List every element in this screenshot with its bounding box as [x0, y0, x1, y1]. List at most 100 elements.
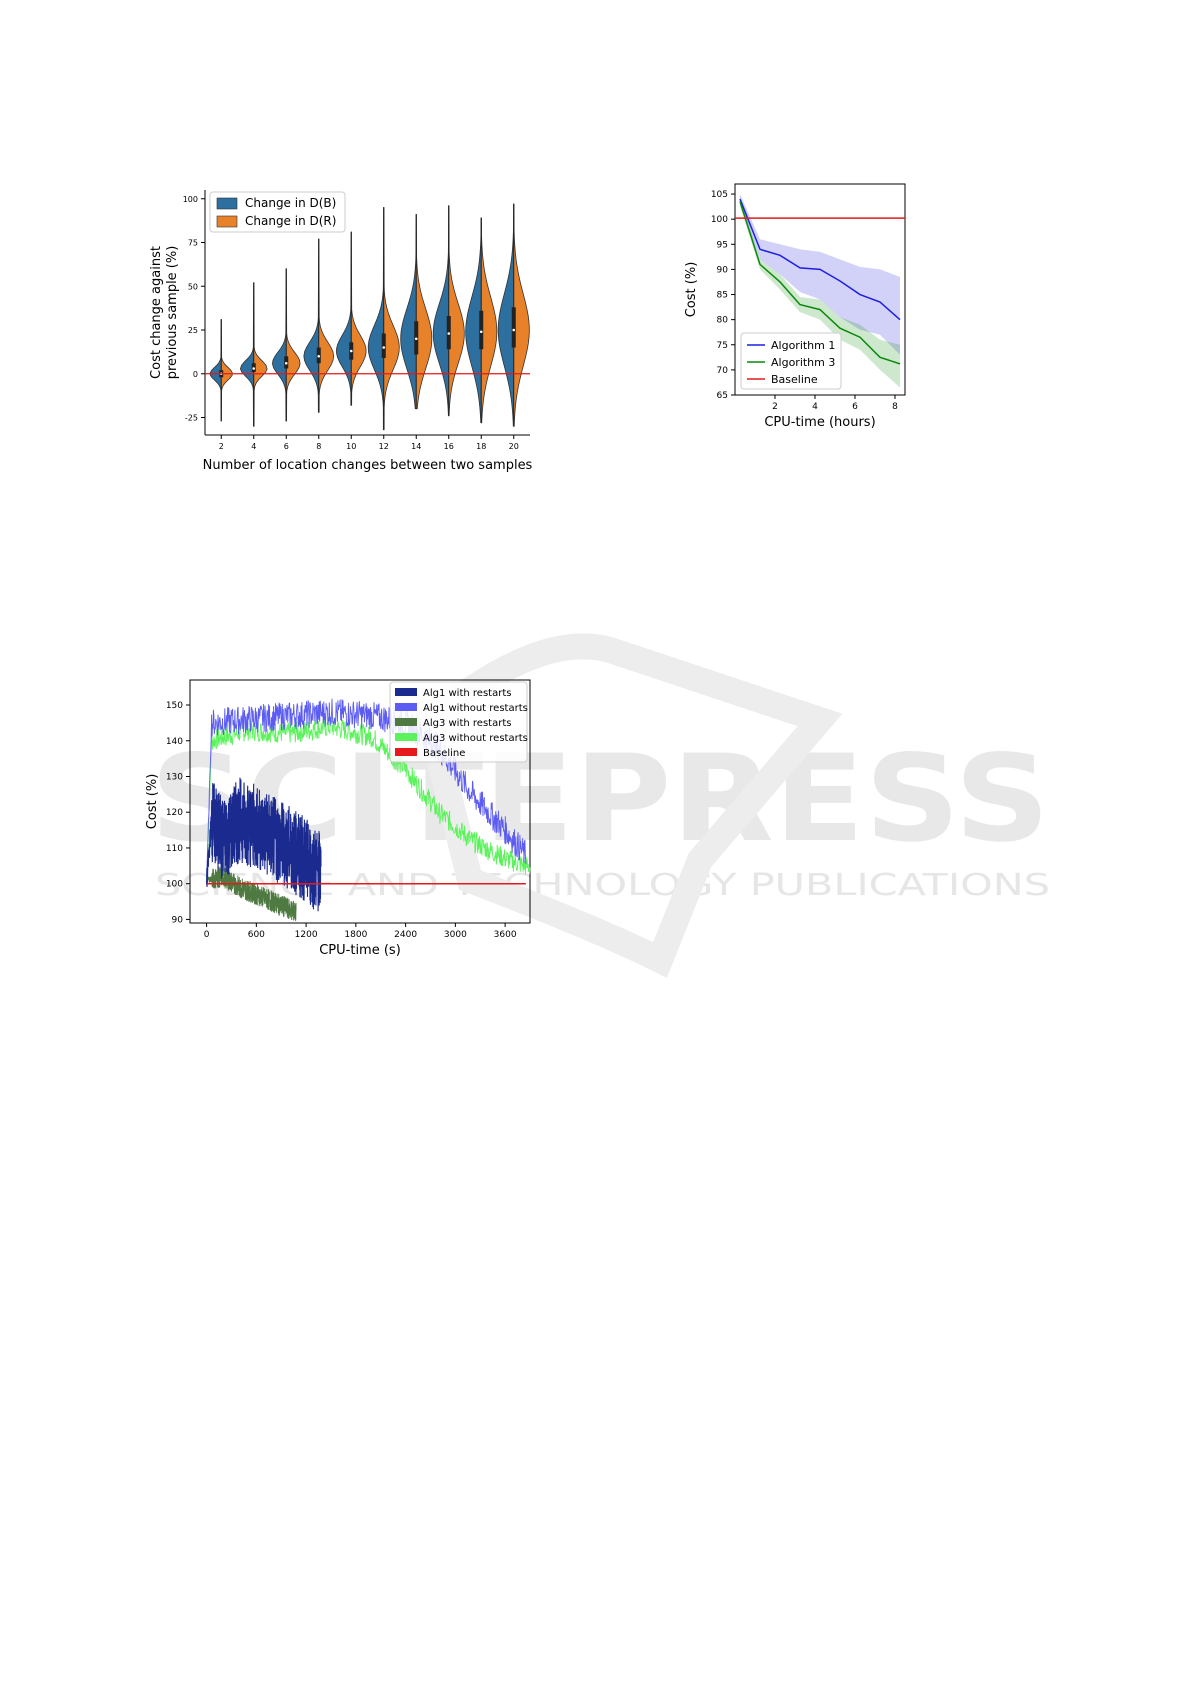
violin-y-label-line2: previous sample (%) — [165, 246, 180, 380]
hours-x-label: CPU-time (hours) — [764, 415, 875, 430]
violin-x-tick-label: 6 — [284, 442, 289, 451]
hours-y-tick-label: 90 — [717, 265, 729, 275]
seconds-y-label: Cost (%) — [145, 774, 160, 830]
seconds-legend-swatch — [395, 718, 417, 726]
seconds-y-tick-label: 130 — [166, 772, 183, 782]
hours-x-tick-label: 2 — [772, 402, 778, 412]
seconds-x-tick-label: 2400 — [394, 930, 417, 940]
cpu-seconds-chart: 90 100 110 120 130 140 150 0 600 1200 1800 2400 3000… — [140, 670, 580, 990]
seconds-legend-label: Baseline — [423, 748, 465, 759]
hours-legend-frame — [740, 332, 842, 390]
cpu-hours-chart-svg: 65 70 75 80 85 90 95 100 105 2 4 6 8 CPU-time (hours)… — [684, 183, 906, 430]
violin-x-tick-label: 20 — [509, 442, 519, 451]
violin-half-dr — [415, 214, 433, 410]
hours-line-0 — [739, 198, 901, 321]
seconds-legend-label: Alg1 with restarts — [423, 688, 511, 699]
seconds-legend-label: Alg3 without restarts — [423, 733, 528, 744]
violin-legend-label: Change in D(B) — [245, 196, 336, 210]
violin-half-db — [239, 282, 255, 427]
violin-half-dr — [513, 203, 530, 427]
violin-half-db — [336, 231, 352, 406]
hours-y-tick-label: 75 — [717, 341, 728, 351]
seconds-x-tick-label: 1800 — [344, 930, 367, 940]
seconds-plot-frame — [189, 679, 531, 924]
hours-y-tick-label: 80 — [717, 316, 729, 326]
seconds-x-tick-label: 0 — [204, 930, 210, 940]
hours-x-tick-label: 4 — [812, 402, 818, 412]
violin-half-db — [400, 214, 417, 410]
violin-x-tick-label: 2 — [219, 442, 224, 451]
violin-y-tick-label: 50 — [188, 282, 198, 291]
hours-y-tick-label: 70 — [717, 366, 729, 376]
violin-x-tick-label: 10 — [346, 442, 356, 451]
hours-band-1 — [740, 196, 900, 388]
violin-legend-frame — [209, 191, 346, 233]
violin-chart-svg: -25 0 25 50 75 100 2 4 6 8 10 12 14 16 18 20 Number of l… — [149, 190, 533, 473]
hours-legend-label: Baseline — [771, 373, 818, 386]
hours-legend: Algorithm 1 Algorithm 3 Baseline — [740, 332, 842, 390]
hours-band-0 — [740, 194, 900, 355]
violin-half-db — [367, 207, 385, 431]
seconds-line-3 — [206, 716, 531, 884]
violin-median-dot — [317, 354, 321, 358]
violin-x-tick-label: 16 — [444, 442, 454, 451]
violin-half-dr — [383, 207, 400, 431]
violin-chart: -25 0 25 50 75 100 2 4 6 8 10 12 14 16 18 20 Number of l… — [140, 180, 580, 500]
violin-legend: Change in D(B) Change in D(R) — [209, 191, 346, 233]
seconds-x-tick-label: 600 — [248, 930, 265, 940]
violin-half-db — [272, 268, 287, 422]
violin-median-dot — [512, 328, 516, 332]
seconds-x-tick-label: 3000 — [444, 930, 467, 940]
hours-legend-label: Algorithm 3 — [771, 356, 835, 369]
seconds-y-tick-label: 100 — [166, 880, 183, 890]
violin-half-db — [432, 205, 450, 417]
violin-half-dr — [285, 268, 301, 422]
violin-y-tick-label: 0 — [193, 370, 198, 379]
violin-y-tick-label: -25 — [185, 414, 198, 423]
seconds-y-tick-label: 90 — [172, 915, 184, 925]
violin-y-tick-label: 25 — [188, 326, 198, 335]
cpu-seconds-chart-svg: 90 100 110 120 130 140 150 0 600 1200 1800 2400 3000… — [145, 679, 531, 958]
violin-x-tick-label: 18 — [476, 442, 486, 451]
hours-legend-label: Algorithm 1 — [771, 339, 835, 352]
seconds-legend-frame — [389, 681, 528, 763]
violin-median-dot — [414, 337, 418, 341]
violin-half-db — [303, 238, 320, 413]
violin-iqr-box — [479, 310, 484, 350]
seconds-x-tick-label: 3600 — [494, 930, 517, 940]
violin-half-dr — [480, 217, 498, 424]
seconds-y-tick-label: 110 — [166, 844, 183, 854]
seconds-legend: Alg1 with restarts Alg1 without restarts A… — [389, 681, 528, 763]
seconds-y-tick-label: 150 — [166, 701, 183, 711]
violin-y-tick-label: 100 — [183, 195, 198, 204]
seconds-y-tick-label: 140 — [166, 737, 183, 747]
hours-x-tick-label: 6 — [852, 402, 858, 412]
violin-legend-swatch — [216, 215, 238, 228]
seconds-legend-swatch — [395, 703, 417, 711]
hours-y-tick-label: 105 — [711, 190, 728, 200]
violin-median-dot — [447, 332, 451, 335]
violin-x-tick-label: 14 — [411, 442, 421, 451]
seconds-y-tick-label: 120 — [166, 808, 183, 818]
seconds-x-label: CPU-time (s) — [319, 943, 401, 958]
violin-median-dot — [349, 349, 353, 353]
violin-median-dot — [252, 367, 256, 370]
violin-x-label: Number of location changes between two s… — [203, 458, 533, 473]
violin-x-tick-label: 4 — [251, 442, 256, 451]
violin-half-dr — [318, 238, 335, 413]
seconds-legend-label: Alg1 without restarts — [423, 703, 528, 714]
hours-y-tick-label: 65 — [717, 391, 728, 401]
hours-y-tick-label: 95 — [717, 240, 728, 250]
seconds-legend-swatch — [395, 733, 417, 741]
violin-median-dot — [382, 346, 386, 349]
violin-x-tick-label: 8 — [316, 442, 321, 451]
violin-half-dr — [448, 205, 465, 417]
violin-y-tick-label: 75 — [188, 239, 198, 248]
seconds-legend-swatch — [395, 688, 417, 696]
violin-half-dr — [350, 231, 367, 406]
violin-iqr-box — [511, 307, 516, 348]
violin-iqr-box — [381, 333, 386, 358]
hours-line-1 — [739, 201, 901, 365]
seconds-x-tick-label: 1200 — [295, 930, 318, 940]
violin-half-dr — [253, 282, 268, 427]
